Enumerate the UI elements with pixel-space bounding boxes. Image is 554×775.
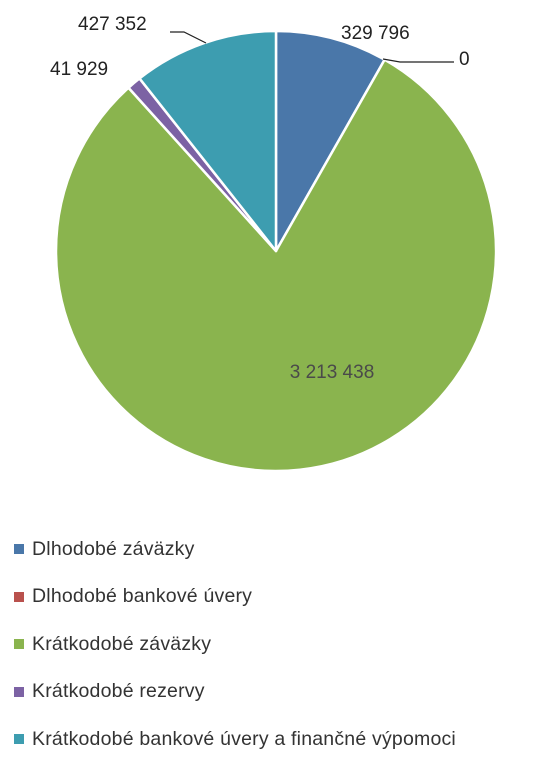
legend-swatch	[14, 639, 24, 649]
data-label-kratkodobe-rezervy: 41 929	[50, 59, 108, 80]
legend-label: Dlhodobé bankové úvery	[32, 585, 253, 607]
pie-slices	[54, 29, 498, 473]
legend-item-dlhodobe-bankove-uvery[interactable]: Dlhodobé bankové úvery	[14, 585, 549, 609]
chart-legend: Dlhodobé záväzky Dlhodobé bankové úvery …	[14, 537, 549, 775]
legend-label: Krátkodobé bankové úvery a finančné výpo…	[32, 727, 456, 750]
data-label-dlhodobe-bankove-uvery: 0	[459, 49, 470, 70]
pie-slice-kratkodobe-bankove-uvery-a-financne-vypomoci[interactable]	[138, 29, 278, 253]
legend-swatch	[14, 686, 24, 697]
data-label-kratkodobe-bankove-uvery-a-financne-vypomoci: 427 352	[78, 14, 147, 35]
leader-line-dlhodobe-bankove-uvery	[382, 58, 454, 63]
legend-swatch	[14, 544, 24, 554]
legend-item-kratkodobe-zavazky[interactable]: Krátkodobé záväzky	[14, 632, 549, 656]
legend-label: Krátkodobé záväzky	[32, 632, 212, 655]
pie-slice-kratkodobe-zavazky[interactable]	[54, 58, 498, 473]
leader-line-kratkodobe-bankove-uvery-a-financne-vypomoci	[170, 31, 207, 44]
pie-slice-dlhodobe-zavazky[interactable]	[274, 29, 386, 253]
data-label-kratkodobe-zavazky: 3 213 438	[290, 362, 375, 383]
pie-leader-lines	[170, 31, 454, 63]
legend-swatch	[14, 734, 24, 744]
pie-chart: 329 796 0 3 213 438 41 929 427 352	[50, 14, 498, 473]
legend-item-kratkodobe-rezervy[interactable]: Krátkodobé rezervy	[14, 680, 549, 704]
data-label-dlhodobe-zavazky: 329 796	[341, 23, 410, 44]
legend-swatch	[14, 591, 24, 602]
legend-label: Krátkodobé rezervy	[32, 680, 205, 702]
legend-item-dlhodobe-zavazky[interactable]: Dlhodobé záväzky	[14, 537, 549, 561]
legend-item-kratkodobe-bankove-uvery[interactable]: Krátkodobé bankové úvery a finančné výpo…	[14, 727, 549, 751]
pie-data-labels: 329 796 0 3 213 438 41 929 427 352	[50, 14, 470, 383]
legend-label: Dlhodobé záväzky	[32, 537, 195, 560]
